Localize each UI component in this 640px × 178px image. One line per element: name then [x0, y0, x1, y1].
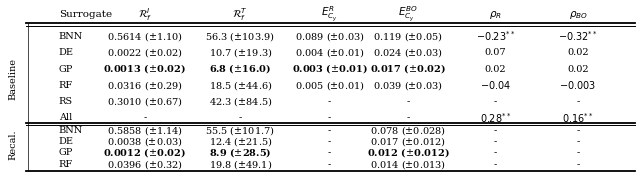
Text: 0.5614 ($\pm$1.10): 0.5614 ($\pm$1.10) [107, 30, 183, 43]
Text: $0.28^{**}$: $0.28^{**}$ [479, 111, 511, 125]
Text: 0.005 ($\pm$0.01): 0.005 ($\pm$0.01) [294, 79, 365, 92]
Text: 0.004 ($\pm$0.01): 0.004 ($\pm$0.01) [294, 46, 365, 59]
Text: -: - [577, 97, 580, 106]
Text: Surrogate: Surrogate [59, 10, 112, 19]
Text: 0.0316 ($\pm$0.29): 0.0316 ($\pm$0.29) [107, 79, 182, 92]
Text: -: - [143, 113, 147, 122]
Text: -: - [493, 148, 497, 158]
Text: -: - [493, 126, 497, 135]
Text: -: - [328, 137, 331, 146]
Text: BNN: BNN [59, 32, 83, 41]
Text: $\mathcal{R}_f^I$: $\mathcal{R}_f^I$ [138, 6, 152, 23]
Text: -: - [328, 113, 331, 122]
Text: $\rho_{BO}$: $\rho_{BO}$ [568, 9, 588, 20]
Text: 0.07: 0.07 [484, 48, 506, 57]
Text: 0.3010 ($\pm$0.67): 0.3010 ($\pm$0.67) [107, 95, 183, 108]
Text: Recal.: Recal. [8, 129, 17, 159]
Text: -: - [406, 113, 410, 122]
Text: 55.5 ($\pm$101.7): 55.5 ($\pm$101.7) [205, 124, 275, 137]
Text: Baseline: Baseline [8, 58, 17, 100]
Text: 0.02: 0.02 [567, 64, 589, 74]
Text: -: - [577, 137, 580, 146]
Text: 0.089 ($\pm$0.03): 0.089 ($\pm$0.03) [294, 30, 365, 43]
Text: $\mathcal{R}_f^T$: $\mathcal{R}_f^T$ [232, 6, 248, 23]
Text: 0.02: 0.02 [484, 64, 506, 74]
Text: 12.4 ($\pm$21.5): 12.4 ($\pm$21.5) [209, 135, 272, 148]
Text: -: - [493, 97, 497, 106]
Text: 0.003 ($\pm$0.01): 0.003 ($\pm$0.01) [291, 62, 367, 75]
Text: -: - [493, 137, 497, 146]
Text: $E_{C_y}^R$: $E_{C_y}^R$ [321, 5, 338, 24]
Text: 0.017 ($\pm$0.012): 0.017 ($\pm$0.012) [370, 135, 446, 148]
Text: 10.7 ($\pm$19.3): 10.7 ($\pm$19.3) [209, 46, 272, 59]
Text: -: - [493, 160, 497, 169]
Text: 0.0038 ($\pm$0.03): 0.0038 ($\pm$0.03) [107, 135, 183, 148]
Text: BNN: BNN [59, 126, 83, 135]
Text: 8.9 ($\pm$28.5): 8.9 ($\pm$28.5) [209, 146, 271, 159]
Text: -: - [577, 126, 580, 135]
Text: 0.0022 ($\pm$0.02): 0.0022 ($\pm$0.02) [107, 46, 183, 59]
Text: $-0.32^{**}$: $-0.32^{**}$ [558, 30, 598, 43]
Text: 0.017 ($\pm$0.02): 0.017 ($\pm$0.02) [370, 62, 446, 75]
Text: RF: RF [59, 81, 73, 90]
Text: 0.02: 0.02 [567, 48, 589, 57]
Text: DE: DE [59, 137, 74, 146]
Text: -: - [577, 148, 580, 158]
Text: DE: DE [59, 48, 74, 57]
Text: $-0.04$: $-0.04$ [479, 79, 511, 91]
Text: -: - [406, 97, 410, 106]
Text: 0.0012 ($\pm$0.02): 0.0012 ($\pm$0.02) [103, 146, 186, 159]
Text: 0.5858 ($\pm$1.14): 0.5858 ($\pm$1.14) [107, 124, 183, 137]
Text: $0.16^{**}$: $0.16^{**}$ [562, 111, 594, 125]
Text: All: All [59, 113, 72, 122]
Text: -: - [577, 160, 580, 169]
Text: -: - [328, 160, 331, 169]
Text: RS: RS [59, 97, 73, 106]
Text: 19.8 ($\pm$49.1): 19.8 ($\pm$49.1) [209, 158, 272, 171]
Text: 0.119 ($\pm$0.05): 0.119 ($\pm$0.05) [373, 30, 443, 43]
Text: -: - [239, 113, 242, 122]
Text: -: - [328, 148, 331, 158]
Text: -: - [328, 97, 331, 106]
Text: 18.5 ($\pm$44.6): 18.5 ($\pm$44.6) [209, 79, 272, 92]
Text: 42.3 ($\pm$84.5): 42.3 ($\pm$84.5) [209, 95, 272, 108]
Text: 0.039 ($\pm$0.03): 0.039 ($\pm$0.03) [373, 79, 443, 92]
Text: -: - [328, 126, 331, 135]
Text: 56.3 ($\pm$103.9): 56.3 ($\pm$103.9) [205, 30, 275, 43]
Text: 0.014 ($\pm$0.013): 0.014 ($\pm$0.013) [370, 158, 446, 171]
Text: 0.078 ($\pm$0.028): 0.078 ($\pm$0.028) [370, 124, 446, 137]
Text: $\rho_R$: $\rho_R$ [489, 9, 502, 20]
Text: $-0.23^{**}$: $-0.23^{**}$ [476, 30, 515, 43]
Text: 0.024 ($\pm$0.03): 0.024 ($\pm$0.03) [373, 46, 443, 59]
Text: GP: GP [59, 148, 73, 158]
Text: 0.012 ($\pm$0.012): 0.012 ($\pm$0.012) [367, 146, 449, 159]
Text: GP: GP [59, 64, 73, 74]
Text: 6.8 ($\pm$16.0): 6.8 ($\pm$16.0) [209, 62, 271, 75]
Text: $-0.003$: $-0.003$ [559, 79, 596, 91]
Text: 0.0013 ($\pm$0.02): 0.0013 ($\pm$0.02) [103, 62, 186, 75]
Text: $E_{C_y}^{BO}$: $E_{C_y}^{BO}$ [398, 5, 418, 24]
Text: RF: RF [59, 160, 73, 169]
Text: 0.0396 ($\pm$0.32): 0.0396 ($\pm$0.32) [107, 158, 183, 171]
